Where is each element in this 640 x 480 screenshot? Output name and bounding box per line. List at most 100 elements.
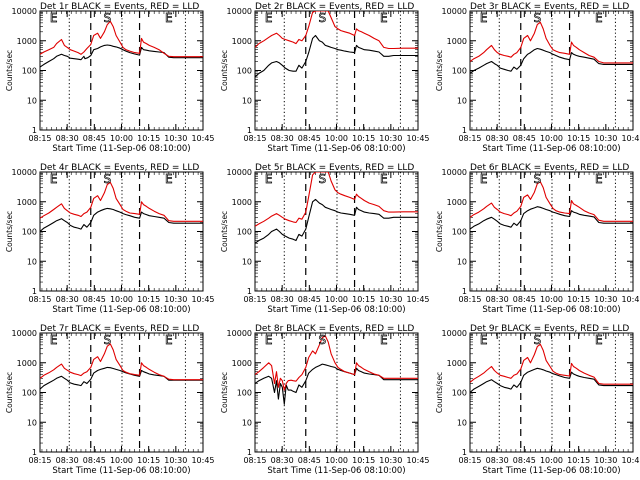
x-axis-label: Start Time (11-Sep-06 08:10:00) bbox=[482, 466, 620, 476]
plot-area bbox=[470, 11, 633, 130]
x-axis-label: Start Time (11-Sep-06 08:10:00) bbox=[52, 466, 190, 476]
chart-title: Det 7r BLACK = Events, RED = LLD bbox=[40, 324, 199, 334]
x-tick-label: 08:30 bbox=[486, 295, 509, 304]
x-tick-label: 10:30 bbox=[379, 456, 402, 465]
x-tick-label: 08:15 bbox=[28, 295, 51, 304]
y-tick-label: 10 bbox=[242, 257, 252, 266]
y-tick-label: 10 bbox=[242, 418, 252, 427]
lld-series-line bbox=[255, 335, 418, 391]
y-axis-label: Counts/sec bbox=[220, 211, 229, 252]
region-marker-label: S bbox=[319, 11, 327, 25]
x-tick-label: 08:15 bbox=[243, 456, 266, 465]
y-tick-label: 100 bbox=[452, 228, 467, 237]
y-tick-label: 1 bbox=[247, 448, 252, 457]
plot-area bbox=[470, 333, 633, 452]
events-series-line bbox=[40, 44, 203, 68]
region-marker-label: E bbox=[380, 172, 388, 186]
y-tick-label: 10000 bbox=[227, 329, 252, 338]
x-tick-label: 08:15 bbox=[28, 456, 51, 465]
events-series-line bbox=[40, 366, 203, 390]
x-tick-label: 10:00 bbox=[325, 456, 348, 465]
chart-panel-6: Det 6r BLACK = Events, RED = LLD 1 10 100 10… bbox=[435, 163, 640, 315]
x-tick-label: 10:00 bbox=[540, 134, 563, 143]
region-marker-label: S bbox=[104, 172, 112, 186]
chart-title: Det 1r BLACK = Events, RED = LLD bbox=[40, 2, 199, 12]
region-marker-label: E bbox=[480, 172, 488, 186]
x-tick-label: 08:15 bbox=[28, 134, 51, 143]
x-tick-label: 10:00 bbox=[110, 456, 133, 465]
y-tick-label: 1000 bbox=[232, 359, 252, 368]
lld-series-line bbox=[255, 11, 418, 50]
x-tick-label: 10:45 bbox=[406, 295, 429, 304]
x-tick-label: 08:15 bbox=[458, 295, 481, 304]
region-marker-label: S bbox=[534, 333, 542, 347]
x-tick-label: 08:30 bbox=[56, 134, 79, 143]
events-series-line bbox=[255, 198, 418, 244]
events-series-line bbox=[470, 47, 633, 74]
y-axis-label: Counts/sec bbox=[435, 372, 444, 413]
chart-panel-3: Det 3r BLACK = Events, RED = LLD 1 10 100 10… bbox=[435, 2, 640, 154]
x-tick-label: 10:30 bbox=[594, 295, 617, 304]
region-marker-label: E bbox=[50, 11, 58, 25]
region-marker-label: S bbox=[534, 11, 542, 25]
y-axis-label: Counts/sec bbox=[220, 50, 229, 91]
x-tick-label: 10:15 bbox=[352, 295, 375, 304]
x-tick-label: 08:45 bbox=[298, 295, 321, 304]
chart-panel-9: Det 9r BLACK = Events, RED = LLD 1 10 100 10… bbox=[435, 324, 640, 476]
y-tick-label: 10000 bbox=[12, 329, 37, 338]
y-tick-label: 1 bbox=[247, 287, 252, 296]
chart-title: Det 4r BLACK = Events, RED = LLD bbox=[40, 163, 199, 173]
x-tick-label: 08:15 bbox=[243, 295, 266, 304]
x-tick-label: 10:00 bbox=[325, 134, 348, 143]
y-tick-label: 10000 bbox=[12, 168, 37, 177]
y-axis-label: Counts/sec bbox=[5, 372, 14, 413]
plot-area bbox=[40, 172, 203, 291]
x-tick-label: 10:00 bbox=[110, 295, 133, 304]
chart-panel-4: Det 4r BLACK = Events, RED = LLD 1 10 100 10… bbox=[5, 163, 215, 315]
x-tick-label: 08:30 bbox=[56, 456, 79, 465]
x-tick-label: 10:15 bbox=[137, 295, 160, 304]
y-tick-label: 10 bbox=[457, 257, 467, 266]
plot-area bbox=[255, 172, 418, 291]
region-marker-label: E bbox=[480, 11, 488, 25]
y-tick-label: 1 bbox=[32, 448, 37, 457]
y-tick-label: 1000 bbox=[232, 37, 252, 46]
x-tick-label: 10:30 bbox=[379, 134, 402, 143]
x-tick-label: 10:00 bbox=[325, 295, 348, 304]
y-tick-label: 100 bbox=[22, 228, 37, 237]
x-tick-label: 10:15 bbox=[567, 134, 590, 143]
y-tick-label: 100 bbox=[452, 389, 467, 398]
y-tick-label: 1000 bbox=[17, 37, 37, 46]
x-tick-label: 08:15 bbox=[243, 134, 266, 143]
x-axis-label: Start Time (11-Sep-06 08:10:00) bbox=[267, 466, 405, 476]
x-axis-label: Start Time (11-Sep-06 08:10:00) bbox=[52, 144, 190, 154]
x-tick-label: 10:15 bbox=[137, 134, 160, 143]
region-marker-label: S bbox=[104, 11, 112, 25]
x-tick-label: 08:45 bbox=[513, 295, 536, 304]
region-marker-label: E bbox=[265, 11, 273, 25]
y-tick-label: 10000 bbox=[442, 168, 467, 177]
events-series-line bbox=[255, 363, 418, 405]
plot-area bbox=[40, 333, 203, 452]
y-tick-label: 100 bbox=[237, 228, 252, 237]
y-tick-label: 1 bbox=[462, 448, 467, 457]
y-axis-label: Counts/sec bbox=[5, 211, 14, 252]
y-tick-label: 10 bbox=[27, 257, 37, 266]
events-series-line bbox=[255, 34, 418, 78]
x-tick-label: 08:30 bbox=[486, 134, 509, 143]
x-axis-label: Start Time (11-Sep-06 08:10:00) bbox=[267, 144, 405, 154]
x-tick-label: 10:15 bbox=[352, 456, 375, 465]
region-marker-label: S bbox=[104, 333, 112, 347]
y-tick-label: 1 bbox=[32, 126, 37, 135]
y-tick-label: 1000 bbox=[17, 359, 37, 368]
plot-area bbox=[255, 333, 418, 452]
y-axis-label: Counts/sec bbox=[5, 50, 14, 91]
region-marker-label: E bbox=[50, 172, 58, 186]
y-tick-label: 1000 bbox=[447, 37, 467, 46]
events-series-line bbox=[40, 207, 203, 232]
chart-title: Det 5r BLACK = Events, RED = LLD bbox=[255, 163, 414, 173]
x-tick-label: 08:30 bbox=[56, 295, 79, 304]
y-tick-label: 1000 bbox=[447, 198, 467, 207]
chart-panel-1: Det 1r BLACK = Events, RED = LLD 1 10 100 10… bbox=[5, 2, 215, 154]
